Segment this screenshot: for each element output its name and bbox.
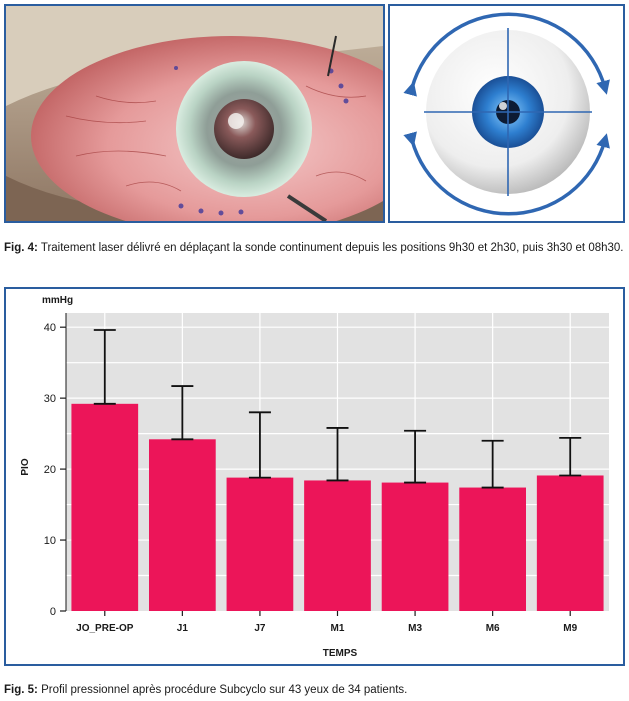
x-tick-label: J1 bbox=[177, 623, 189, 634]
y-tick-label: 40 bbox=[44, 322, 56, 334]
y-tick-label: 30 bbox=[44, 393, 56, 405]
y-tick-label: 10 bbox=[44, 535, 56, 547]
x-tick-label: M1 bbox=[331, 623, 345, 634]
figure5-text: Profil pressionnel après procédure Subcy… bbox=[37, 684, 408, 696]
pio-chart: 0 10 20 30 40 JO_PRE-OP J1 J7 M1 M3 M6 M9 mmHg PIO … bbox=[4, 287, 625, 666]
x-tick-label: M6 bbox=[486, 623, 500, 634]
y-tick-label: 0 bbox=[50, 606, 56, 618]
figure5-caption: Fig. 5: Profil pressionnel après procédu… bbox=[4, 682, 624, 698]
bar bbox=[536, 475, 604, 611]
top-rotation-arrow bbox=[403, 12, 610, 97]
bar bbox=[226, 477, 294, 611]
x-axis-label: TEMPS bbox=[323, 648, 358, 659]
bar bbox=[381, 482, 449, 611]
y-tick-label: 20 bbox=[44, 464, 56, 476]
surgery-photo bbox=[4, 4, 385, 223]
figure5-label: Fig. 5: bbox=[4, 684, 38, 696]
x-tick-label: J7 bbox=[254, 623, 266, 634]
eye-rotation-diagram bbox=[403, 12, 610, 216]
eye-diagram bbox=[388, 4, 625, 223]
bottom-rotation-arrow bbox=[403, 131, 610, 216]
figure4-caption: Fig. 4: Traitement laser délivré en dépl… bbox=[4, 240, 624, 256]
bar bbox=[459, 487, 526, 611]
figure4-text: Traitement laser délivré en déplaçant la… bbox=[37, 242, 624, 254]
surgery-photo-illustration bbox=[6, 6, 383, 221]
bar bbox=[149, 439, 216, 611]
bar bbox=[304, 480, 371, 611]
y-axis-label: PIO bbox=[20, 458, 31, 475]
bar bbox=[71, 403, 139, 611]
figure4-label: Fig. 4: bbox=[4, 242, 38, 254]
x-tick-label: M3 bbox=[408, 623, 422, 634]
unit-label: mmHg bbox=[42, 295, 73, 306]
x-tick-label: JO_PRE-OP bbox=[76, 623, 134, 634]
x-tick-label: M9 bbox=[563, 623, 577, 634]
